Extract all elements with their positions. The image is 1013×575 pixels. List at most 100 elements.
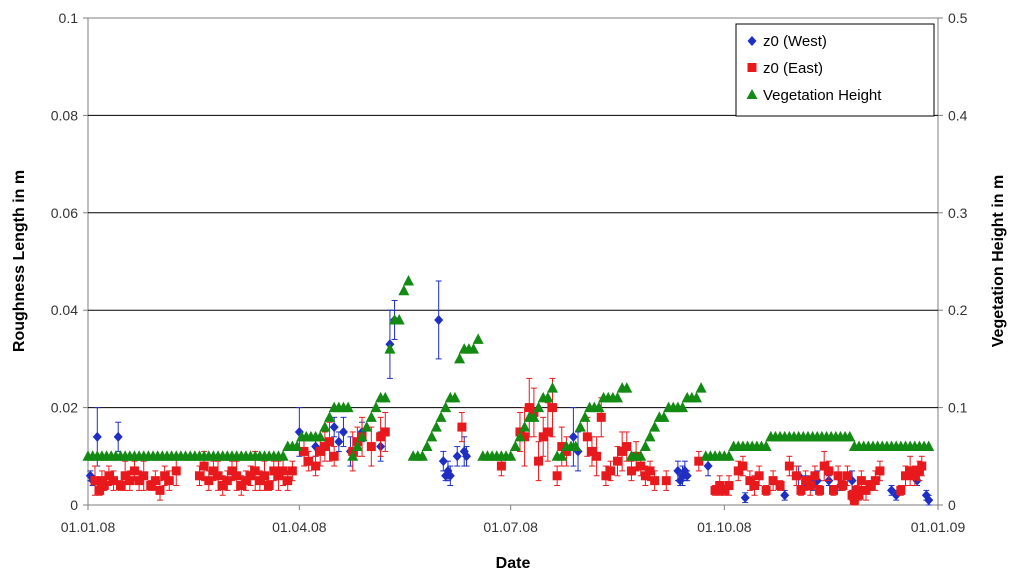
data-point-east <box>287 466 297 476</box>
data-point-east <box>819 461 829 471</box>
data-point-east <box>194 471 204 481</box>
data-point-west <box>673 465 683 476</box>
legend-label-west: z0 (West) <box>763 33 827 50</box>
data-point-east <box>273 471 283 481</box>
data-point-east <box>582 432 592 442</box>
data-point-east <box>146 481 156 491</box>
data-point-west <box>92 431 102 442</box>
data-point-east <box>617 446 627 456</box>
data-point-vegetation <box>528 411 540 422</box>
data-point-vegetation <box>379 391 391 403</box>
data-point-east <box>854 490 864 500</box>
data-point-east <box>320 442 330 452</box>
data-point-vegetation <box>695 382 707 393</box>
data-point-east <box>543 427 553 437</box>
data-point-vegetation <box>356 430 368 442</box>
data-point-east <box>457 422 467 432</box>
data-point-east <box>171 466 181 476</box>
data-point-east <box>155 485 165 495</box>
data-point-east <box>754 471 764 481</box>
data-point-vegetation <box>324 411 336 422</box>
data-point-east <box>896 485 906 495</box>
data-point-east <box>810 471 820 481</box>
data-point-east <box>587 446 597 456</box>
data-point-east <box>283 476 293 486</box>
data-point-east <box>380 427 390 437</box>
data-point-east <box>791 471 801 481</box>
data-point-west <box>113 431 123 442</box>
y-tick-label: 0.02 <box>51 400 78 416</box>
y2-tick-label: 0.5 <box>948 10 968 26</box>
data-point-east <box>805 481 815 491</box>
data-point-east <box>218 481 228 491</box>
data-point-east <box>520 432 530 442</box>
data-point-east <box>801 476 811 486</box>
data-point-east <box>164 476 174 486</box>
data-point-vegetation <box>505 450 517 461</box>
data-point-east <box>738 461 748 471</box>
data-point-east <box>596 412 606 422</box>
data-point-east <box>636 461 646 471</box>
data-point-vegetation <box>533 401 545 413</box>
data-point-east <box>160 471 170 481</box>
data-point-east <box>866 481 876 491</box>
data-point-west <box>568 431 578 442</box>
data-point-east <box>761 485 771 495</box>
data-point-east <box>366 442 376 452</box>
data-point-east <box>613 456 623 466</box>
y-axis-ticks: 0 0.02 0.04 0.06 0.08 0.1 <box>51 10 88 513</box>
data-point-vegetation <box>574 421 586 432</box>
data-point-east <box>710 485 720 495</box>
data-point-vegetation <box>361 421 373 432</box>
data-point-east <box>645 466 655 476</box>
data-point-vegetation <box>639 440 651 452</box>
data-point-west <box>434 314 444 325</box>
data-point-east <box>269 466 279 476</box>
data-point-vegetation <box>277 450 289 461</box>
data-point-vegetation <box>351 440 363 452</box>
data-point-east <box>900 471 910 481</box>
data-point-east <box>838 481 848 491</box>
data-point-east <box>552 471 562 481</box>
data-point-vegetation <box>649 421 661 432</box>
data-point-east <box>626 466 636 476</box>
legend-label-east: z0 (East) <box>763 60 823 77</box>
data-point-vegetation <box>402 274 414 286</box>
data-point-east <box>905 466 915 476</box>
data-point-east <box>208 466 218 476</box>
data-point-east <box>561 446 571 456</box>
data-point-east <box>204 476 214 486</box>
data-point-east <box>104 471 114 481</box>
data-point-west <box>780 490 790 501</box>
data-point-east <box>875 466 885 476</box>
data-point-east <box>592 451 602 461</box>
data-point-east <box>828 485 838 495</box>
data-point-east <box>236 481 246 491</box>
data-point-east <box>914 466 924 476</box>
data-point-vegetation <box>556 450 568 461</box>
data-point-vegetation <box>370 401 382 413</box>
data-point-west <box>462 451 472 462</box>
data-point-east <box>538 432 548 442</box>
data-point-east <box>329 451 339 461</box>
data-point-vegetation <box>314 430 326 442</box>
data-point-east <box>120 471 130 481</box>
data-point-east <box>213 471 223 481</box>
legend-marker-vegetation <box>746 89 758 99</box>
data-point-west <box>924 495 934 506</box>
data-point-east <box>768 476 778 486</box>
x-axis-ticks: 01.01.08 01.04.08 01.07.08 01.10.08 01.01.09 <box>61 505 965 535</box>
y-axis-title: Roughness Length in m <box>11 170 28 352</box>
data-point-east <box>264 481 274 491</box>
data-point-east <box>278 466 288 476</box>
data-point-east <box>109 476 119 486</box>
data-point-east <box>125 476 135 486</box>
y2-tick-label: 0.4 <box>948 107 968 123</box>
data-point-vegetation <box>384 343 396 354</box>
data-point-vegetation <box>760 440 772 452</box>
data-point-east <box>311 461 321 471</box>
data-point-east <box>134 476 144 486</box>
data-point-vegetation <box>570 440 582 452</box>
data-point-vegetation <box>421 440 433 452</box>
